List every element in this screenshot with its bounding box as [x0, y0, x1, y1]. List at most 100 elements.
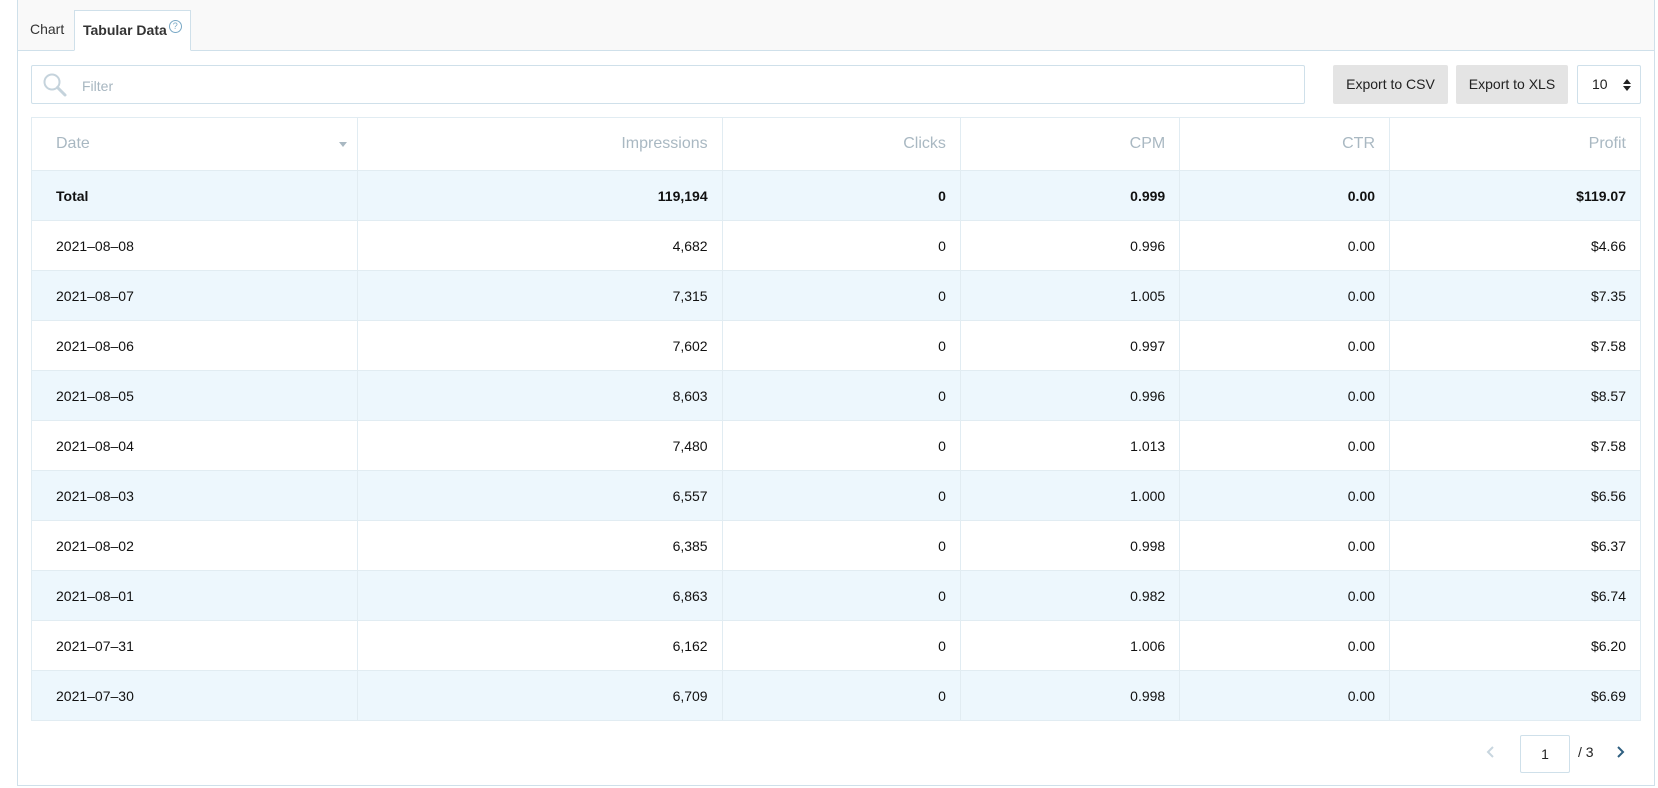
total-impressions: 119,194	[356, 170, 723, 221]
tabular-panel	[17, 0, 1655, 786]
cell-impressions: 7,315	[356, 270, 723, 321]
column-header-profit[interactable]: Profit	[1389, 117, 1641, 171]
export-xls-button[interactable]: Export to XLS	[1456, 65, 1568, 104]
cell-impressions: 4,682	[356, 220, 723, 271]
cell-profit: $7.35	[1389, 270, 1641, 321]
cell-clicks: 0	[721, 670, 961, 721]
cell-clicks: 0	[721, 270, 961, 321]
table-row: 2021–07–31 6,162 0 1.006 0.00 $6.20	[31, 620, 1641, 671]
page-number-input[interactable]	[1520, 735, 1570, 773]
cell-cpm: 1.013	[959, 420, 1181, 471]
search-icon	[43, 73, 67, 97]
cell-ctr: 0.00	[1179, 220, 1391, 271]
filter-box	[31, 65, 1305, 104]
cell-impressions: 7,480	[356, 420, 723, 471]
table-row: 2021–08–02 6,385 0 0.998 0.00 $6.37	[31, 520, 1641, 571]
filter-input[interactable]	[80, 74, 1284, 98]
tab-chart-label: Chart	[30, 21, 65, 37]
cell-date: 2021–08–07	[31, 270, 358, 321]
data-table: Date Impressions Clicks CPM CTR Profit T…	[31, 117, 1641, 721]
chevron-right-icon[interactable]	[1612, 744, 1628, 760]
cell-profit: $4.66	[1389, 220, 1641, 271]
caret-down-icon	[338, 142, 347, 147]
tab-tabular-data[interactable]: Tabular Data?	[74, 10, 191, 51]
tab-tabular-label: Tabular Data	[83, 22, 167, 38]
chevron-left-icon[interactable]	[1483, 744, 1499, 760]
cell-date: 2021–08–04	[31, 420, 358, 471]
cell-impressions: 8,603	[356, 370, 723, 421]
cell-clicks: 0	[721, 620, 961, 671]
cell-impressions: 6,557	[356, 470, 723, 521]
page-size-select[interactable]: 10	[1577, 65, 1641, 104]
cell-cpm: 0.998	[959, 520, 1181, 571]
column-header-clicks[interactable]: Clicks	[721, 117, 961, 171]
cell-date: 2021–08–06	[31, 320, 358, 371]
cell-cpm: 0.982	[959, 570, 1181, 621]
cell-ctr: 0.00	[1179, 670, 1391, 721]
total-profit: $119.07	[1389, 170, 1641, 221]
cell-date: 2021–07–31	[31, 620, 358, 671]
cell-date: 2021–08–01	[31, 570, 358, 621]
cell-impressions: 6,385	[356, 520, 723, 571]
tab-chart[interactable]: Chart	[20, 10, 74, 51]
help-circle-icon[interactable]: ?	[168, 20, 182, 33]
cell-profit: $6.37	[1389, 520, 1641, 571]
cell-clicks: 0	[721, 520, 961, 571]
cell-profit: $6.56	[1389, 470, 1641, 521]
cell-ctr: 0.00	[1179, 370, 1391, 421]
cell-clicks: 0	[721, 420, 961, 471]
cell-cpm: 1.006	[959, 620, 1181, 671]
page-total-label: / 3	[1578, 744, 1594, 760]
export-csv-button[interactable]: Export to CSV	[1333, 65, 1448, 104]
table-row: 2021–08–08 4,682 0 0.996 0.00 $4.66	[31, 220, 1641, 271]
cell-cpm: 0.998	[959, 670, 1181, 721]
tab-bar	[17, 0, 1655, 51]
table-row: 2021–08–06 7,602 0 0.997 0.00 $7.58	[31, 320, 1641, 371]
total-clicks: 0	[721, 170, 961, 221]
cell-ctr: 0.00	[1179, 470, 1391, 521]
select-arrows-icon	[1623, 79, 1631, 91]
cell-date: 2021–08–02	[31, 520, 358, 571]
cell-profit: $6.69	[1389, 670, 1641, 721]
cell-ctr: 0.00	[1179, 420, 1391, 471]
table-row: 2021–08–05 8,603 0 0.996 0.00 $8.57	[31, 370, 1641, 421]
cell-impressions: 6,709	[356, 670, 723, 721]
cell-profit: $8.57	[1389, 370, 1641, 421]
cell-clicks: 0	[721, 570, 961, 621]
total-row: Total 119,194 0 0.999 0.00 $119.07	[31, 170, 1641, 221]
cell-ctr: 0.00	[1179, 520, 1391, 571]
table-row: 2021–08–01 6,863 0 0.982 0.00 $6.74	[31, 570, 1641, 621]
total-ctr: 0.00	[1179, 170, 1391, 221]
cell-date: 2021–07–30	[31, 670, 358, 721]
cell-cpm: 1.000	[959, 470, 1181, 521]
column-header-date[interactable]: Date	[31, 117, 358, 171]
table-row: 2021–08–03 6,557 0 1.000 0.00 $6.56	[31, 470, 1641, 521]
cell-clicks: 0	[721, 370, 961, 421]
cell-ctr: 0.00	[1179, 620, 1391, 671]
cell-clicks: 0	[721, 220, 961, 271]
cell-date: 2021–08–05	[31, 370, 358, 421]
page-size-value: 10	[1592, 76, 1608, 92]
column-header-impressions[interactable]: Impressions	[356, 117, 723, 171]
cell-cpm: 1.005	[959, 270, 1181, 321]
table-header-row: Date Impressions Clicks CPM CTR Profit	[31, 117, 1641, 171]
cell-profit: $6.74	[1389, 570, 1641, 621]
cell-ctr: 0.00	[1179, 270, 1391, 321]
table-row: 2021–08–04 7,480 0 1.013 0.00 $7.58	[31, 420, 1641, 471]
cell-impressions: 6,162	[356, 620, 723, 671]
cell-cpm: 0.997	[959, 320, 1181, 371]
cell-profit: $7.58	[1389, 420, 1641, 471]
cell-cpm: 0.996	[959, 220, 1181, 271]
cell-clicks: 0	[721, 320, 961, 371]
cell-ctr: 0.00	[1179, 570, 1391, 621]
total-cpm: 0.999	[959, 170, 1181, 221]
cell-profit: $6.20	[1389, 620, 1641, 671]
cell-ctr: 0.00	[1179, 320, 1391, 371]
table-row: 2021–07–30 6,709 0 0.998 0.00 $6.69	[31, 670, 1641, 721]
total-label: Total	[31, 170, 358, 221]
column-header-ctr[interactable]: CTR	[1179, 117, 1391, 171]
cell-cpm: 0.996	[959, 370, 1181, 421]
column-header-cpm[interactable]: CPM	[959, 117, 1181, 171]
cell-date: 2021–08–03	[31, 470, 358, 521]
cell-impressions: 6,863	[356, 570, 723, 621]
